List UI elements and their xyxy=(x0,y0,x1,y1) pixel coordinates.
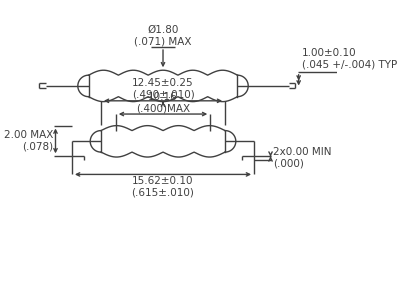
Text: 2.00 MAX
(.078): 2.00 MAX (.078) xyxy=(4,130,53,152)
Text: 12.45±0.25
(.490±.010): 12.45±0.25 (.490±.010) xyxy=(132,78,194,100)
Text: Ø1.80
(.071) MAX: Ø1.80 (.071) MAX xyxy=(134,25,192,46)
Text: 1.00±0.10
(.045 +/-.004) TYP: 1.00±0.10 (.045 +/-.004) TYP xyxy=(302,48,397,69)
Text: 10.16
(.400)MAX: 10.16 (.400)MAX xyxy=(136,92,190,113)
Text: 15.62±0.10
(.615±.010): 15.62±0.10 (.615±.010) xyxy=(132,176,194,198)
Text: 2x0.00 MIN
(.000): 2x0.00 MIN (.000) xyxy=(273,147,332,169)
